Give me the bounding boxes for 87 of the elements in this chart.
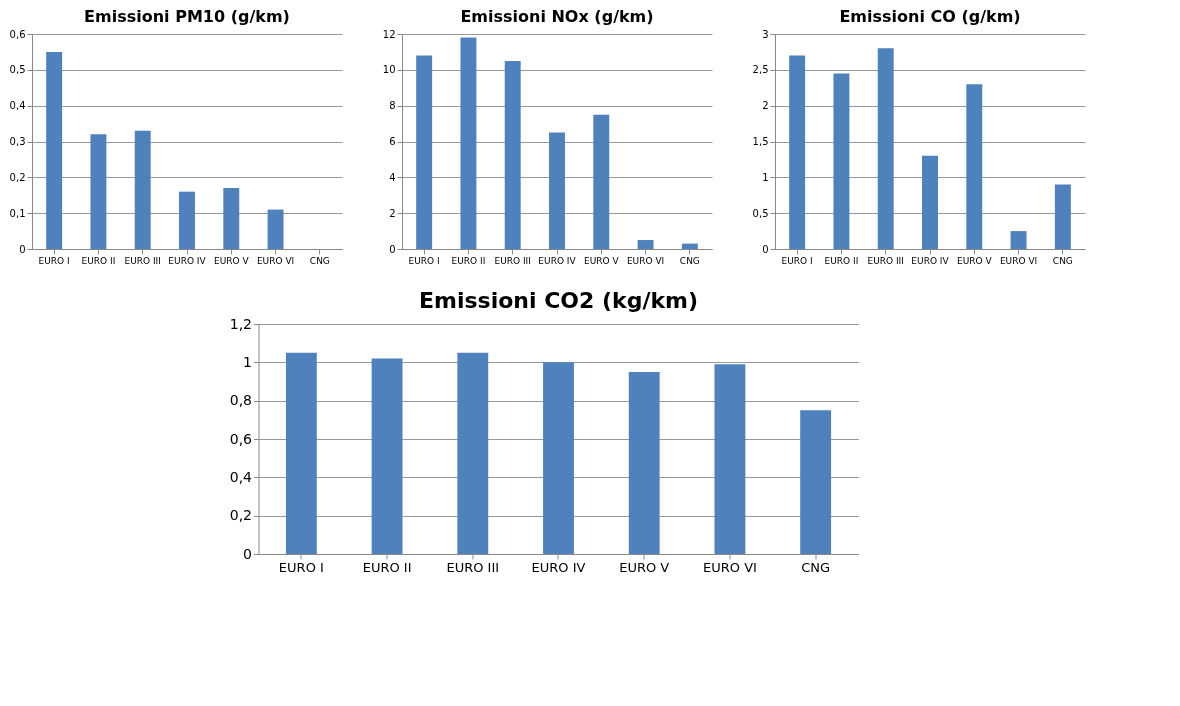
bar bbox=[371, 358, 403, 554]
y-tick-label: 6 bbox=[389, 136, 396, 147]
y-tick-label: 3 bbox=[762, 28, 769, 40]
bar bbox=[543, 362, 574, 554]
y-tick-label: 1 bbox=[243, 353, 252, 370]
bar bbox=[800, 410, 832, 554]
y-tick-label: 2,5 bbox=[752, 64, 769, 76]
x-tick-label: EURO VI bbox=[999, 255, 1038, 266]
chart-title: Emissioni NOx (g/km) bbox=[460, 7, 654, 26]
bar bbox=[90, 134, 107, 249]
x-tick-label: EURO I bbox=[278, 559, 324, 575]
x-tick-label: EURO II bbox=[824, 255, 859, 266]
y-tick-label: 10 bbox=[382, 64, 396, 76]
y-tick-label: 0,4 bbox=[9, 100, 26, 112]
x-tick-label: EURO V bbox=[213, 255, 250, 266]
y-tick-label: 2 bbox=[762, 100, 769, 112]
bar bbox=[46, 51, 63, 249]
y-tick-label: 0 bbox=[389, 243, 396, 255]
bar bbox=[134, 130, 151, 249]
x-tick-label: EURO II bbox=[81, 255, 116, 266]
x-tick-label: EURO I bbox=[781, 255, 813, 266]
bar bbox=[833, 73, 850, 249]
y-tick-label: 0 bbox=[19, 243, 26, 255]
y-tick-label: 0,3 bbox=[9, 136, 26, 147]
bar bbox=[416, 55, 433, 249]
bar bbox=[637, 240, 654, 249]
chart-title: Emissioni CO2 (kg/km) bbox=[418, 288, 699, 313]
x-tick-label: EURO VI bbox=[256, 255, 295, 266]
x-tick-label: EURO VI bbox=[626, 255, 665, 266]
y-tick-label: 0,2 bbox=[229, 507, 252, 524]
y-tick-label: 0,5 bbox=[9, 64, 26, 76]
x-tick-label: EURO IV bbox=[911, 255, 950, 266]
x-tick-label: EURO V bbox=[619, 559, 670, 575]
x-tick-label: CNG bbox=[801, 559, 831, 575]
bar bbox=[628, 371, 660, 554]
chart-title: Emissioni CO (g/km) bbox=[839, 7, 1021, 26]
y-tick-label: 0,8 bbox=[229, 392, 252, 409]
x-tick-label: CNG bbox=[679, 255, 700, 266]
bar bbox=[285, 352, 317, 554]
y-tick-label: 0,2 bbox=[9, 171, 26, 183]
bar bbox=[877, 48, 894, 249]
bar bbox=[460, 37, 477, 249]
y-tick-label: 8 bbox=[389, 100, 396, 112]
x-tick-label: EURO V bbox=[956, 255, 993, 266]
y-tick-label: 4 bbox=[389, 171, 396, 183]
x-tick-label: EURO IV bbox=[538, 255, 577, 266]
bar bbox=[714, 364, 746, 554]
x-tick-label: EURO V bbox=[583, 255, 620, 266]
bar bbox=[789, 55, 806, 249]
y-tick-label: 1,5 bbox=[752, 136, 769, 147]
bar bbox=[179, 191, 195, 249]
bar bbox=[593, 114, 610, 249]
bar bbox=[1054, 184, 1071, 249]
x-tick-label: EURO III bbox=[867, 255, 904, 266]
x-tick-label: EURO III bbox=[494, 255, 531, 266]
x-tick-label: EURO III bbox=[446, 559, 500, 575]
x-tick-label: EURO IV bbox=[168, 255, 207, 266]
x-tick-label: EURO VI bbox=[703, 559, 757, 575]
bar bbox=[549, 132, 565, 249]
bar bbox=[922, 155, 938, 249]
y-tick-label: 1,2 bbox=[229, 315, 252, 332]
bar bbox=[504, 60, 521, 249]
x-tick-label: EURO II bbox=[362, 559, 412, 575]
y-tick-label: 0 bbox=[243, 545, 252, 562]
bar bbox=[681, 243, 698, 249]
x-tick-label: EURO IV bbox=[531, 559, 586, 575]
x-tick-label: EURO I bbox=[408, 255, 440, 266]
y-tick-label: 0,1 bbox=[9, 207, 26, 219]
y-tick-label: 0 bbox=[762, 243, 769, 255]
y-tick-label: 0,6 bbox=[9, 28, 26, 40]
bar bbox=[1010, 231, 1027, 249]
y-tick-label: 0,4 bbox=[229, 468, 253, 485]
x-tick-label: EURO II bbox=[451, 255, 486, 266]
bar bbox=[267, 209, 284, 249]
y-tick-label: 2 bbox=[389, 207, 396, 219]
y-tick-label: 12 bbox=[382, 28, 396, 40]
x-tick-label: EURO III bbox=[124, 255, 161, 266]
chart-title: Emissioni PM10 (g/km) bbox=[84, 7, 290, 26]
y-tick-label: 0,5 bbox=[752, 207, 769, 219]
bar bbox=[457, 352, 489, 554]
x-tick-label: CNG bbox=[1052, 255, 1073, 266]
x-tick-label: CNG bbox=[309, 255, 330, 266]
y-tick-label: 0,6 bbox=[229, 430, 253, 447]
bar bbox=[966, 84, 983, 249]
y-tick-label: 1 bbox=[762, 171, 769, 183]
bar bbox=[223, 188, 240, 249]
x-tick-label: EURO I bbox=[38, 255, 70, 266]
